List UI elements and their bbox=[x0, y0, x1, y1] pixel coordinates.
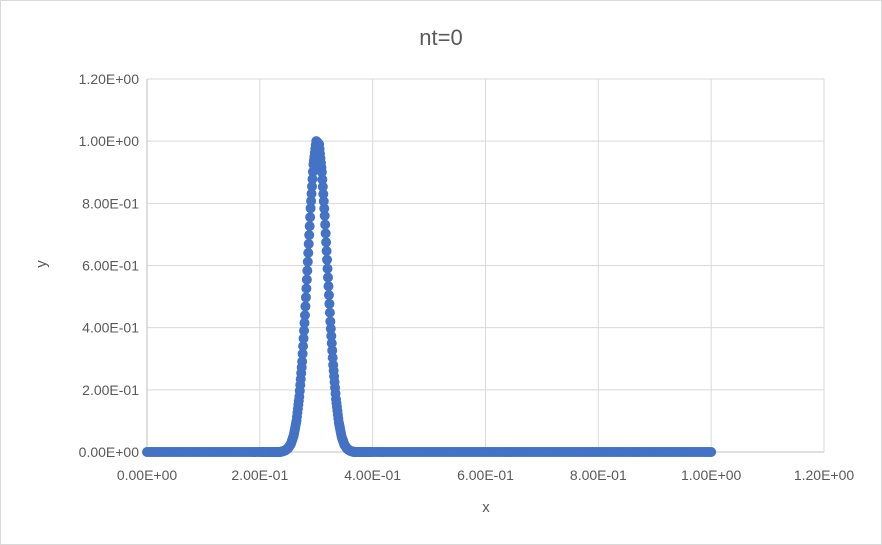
data-point bbox=[323, 281, 334, 292]
data-point bbox=[300, 292, 311, 303]
x-tick-label: 4.00E-01 bbox=[344, 467, 401, 483]
data-point bbox=[303, 238, 314, 249]
y-tick-label: 4.00E-01 bbox=[82, 320, 139, 336]
data-point bbox=[323, 272, 333, 283]
data-point bbox=[321, 237, 332, 248]
data-point bbox=[303, 247, 314, 258]
x-tick-label: 6.00E-01 bbox=[457, 467, 514, 483]
y-tick-labels: 0.00E+00 2.00E-01 4.00E-01 6.00E-01 8.00E-01… bbox=[79, 71, 140, 460]
data-point bbox=[323, 290, 334, 301]
data-point bbox=[305, 212, 316, 223]
y-axis-label: y bbox=[33, 260, 50, 268]
y-tick-label: 1.20E+00 bbox=[79, 71, 140, 87]
data-point bbox=[302, 256, 313, 267]
chart-title: nt=0 bbox=[419, 25, 462, 50]
x-tick-label: 1.00E+00 bbox=[681, 467, 742, 483]
y-tick-label: 1.00E+00 bbox=[79, 133, 140, 149]
gridlines bbox=[146, 78, 825, 453]
data-point bbox=[304, 230, 315, 241]
x-axis-label: x bbox=[482, 499, 490, 516]
data-point bbox=[301, 283, 312, 294]
data-point bbox=[320, 228, 331, 239]
data-point bbox=[324, 298, 335, 309]
x-tick-label: 1.20E+00 bbox=[794, 467, 855, 483]
x-tick-label: 8.00E-01 bbox=[570, 467, 627, 483]
data-point bbox=[706, 447, 717, 457]
data-points bbox=[142, 136, 717, 457]
data-point bbox=[322, 254, 333, 265]
data-point bbox=[321, 245, 332, 256]
data-point bbox=[299, 310, 310, 321]
data-point bbox=[300, 301, 311, 312]
data-point bbox=[319, 210, 330, 221]
x-tick-label: 0.00E+00 bbox=[117, 467, 178, 483]
y-tick-label: 0.00E+00 bbox=[79, 444, 140, 460]
x-tick-labels: 0.00E+00 2.00E-01 4.00E-01 6.00E-01 8.00E-01… bbox=[117, 467, 855, 483]
data-point bbox=[304, 221, 315, 232]
y-tick-label: 2.00E-01 bbox=[82, 382, 139, 398]
data-point bbox=[320, 219, 331, 230]
data-point bbox=[324, 307, 335, 318]
y-tick-label: 8.00E-01 bbox=[82, 195, 139, 211]
data-point bbox=[301, 274, 312, 285]
x-tick-label: 2.00E-01 bbox=[231, 467, 288, 483]
data-point bbox=[302, 265, 313, 276]
data-point bbox=[322, 263, 333, 274]
y-tick-label: 6.00E-01 bbox=[82, 258, 139, 274]
